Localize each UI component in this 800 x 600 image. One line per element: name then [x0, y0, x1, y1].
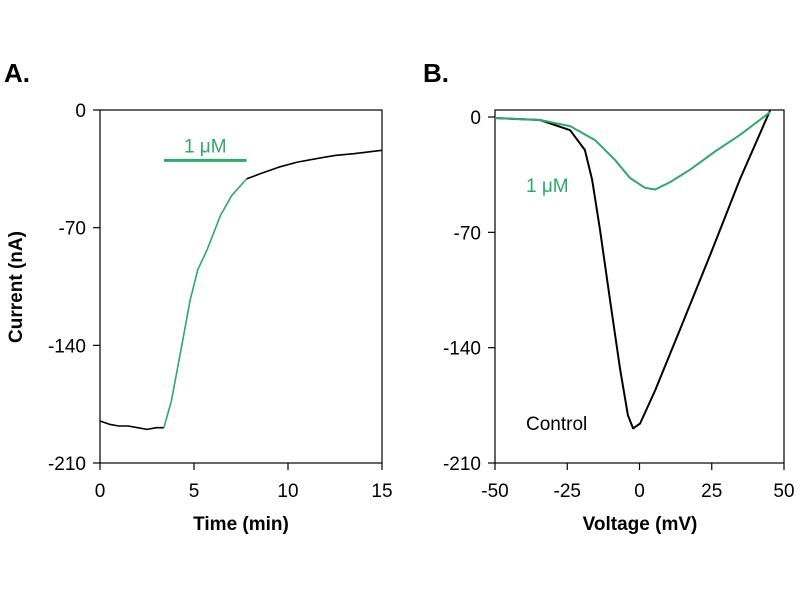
panel-a-x-axis-title: Time (min): [193, 514, 289, 535]
panel-b-series: [494, 109, 772, 430]
panel-a-application-label: 1 μM: [184, 136, 227, 157]
panel-b-series-line-control: [494, 109, 772, 430]
panel-a-y-tick-label: -210: [48, 454, 86, 475]
panel-b-x-tick-label: -25: [554, 481, 581, 502]
panel-b-control-label: Control: [526, 414, 587, 435]
panel-b-series-line-1-m: [494, 111, 771, 191]
panel-a-label: A.: [4, 58, 30, 88]
panel-b-y-tick-label: -70: [454, 223, 481, 244]
panel-b-treatment-label: 1 μM: [526, 176, 569, 197]
panel-b-y-tick-label: 0: [470, 108, 481, 129]
panel-a-series-line-washout: [246, 149, 383, 180]
panel-a-y-tick-label: -70: [59, 219, 86, 240]
panel-a-y-tick-label: 0: [75, 101, 86, 122]
panel-b-x-tick-label: -50: [481, 481, 508, 502]
panel-a-series-line-1-m-application: [163, 178, 248, 428]
panel-b-x-tick-label: 0: [634, 481, 645, 502]
panel-a-x-tick-label: 10: [277, 481, 298, 502]
panel-a-x-tick-label: 5: [189, 481, 200, 502]
panel-a: A. 0 5 10 15 0 -70 -140 -210 1 μM Time (min) Cu…: [4, 58, 393, 535]
panel-b-x-axis-title: Voltage (mV): [583, 514, 698, 535]
panel-a-y-axis-title: Current (nA): [6, 231, 27, 343]
panel-a-series: [99, 149, 383, 431]
panel-a-y-tick-label: -140: [48, 336, 86, 357]
panel-b: B. -50 -25 0 25 500-70-140-210 Control 1 μM …: [423, 58, 795, 535]
panel-b-ticks: -50 -25 0 25 50 0 -70 -140 -210: [443, 108, 795, 502]
panel-a-x-tick-label: 0: [95, 481, 106, 502]
panel-b-x-tick-label: 50: [773, 481, 794, 502]
panel-a-plot-frame: [99, 109, 383, 464]
panel-a-series-line-baseline: [99, 420, 164, 431]
panel-b-plot-frame: [494, 109, 785, 464]
panel-a-x-tick-label: 15: [371, 481, 392, 502]
panel-a-ticks: 0 5 10 15 0 -70 -140 -210: [48, 101, 393, 502]
panel-b-y-tick-label: -140: [443, 339, 481, 360]
panel-b-y-tick-label: -210: [443, 454, 481, 475]
panel-b-label: B.: [423, 58, 449, 88]
panel-b-x-tick-label: 25: [701, 481, 722, 502]
